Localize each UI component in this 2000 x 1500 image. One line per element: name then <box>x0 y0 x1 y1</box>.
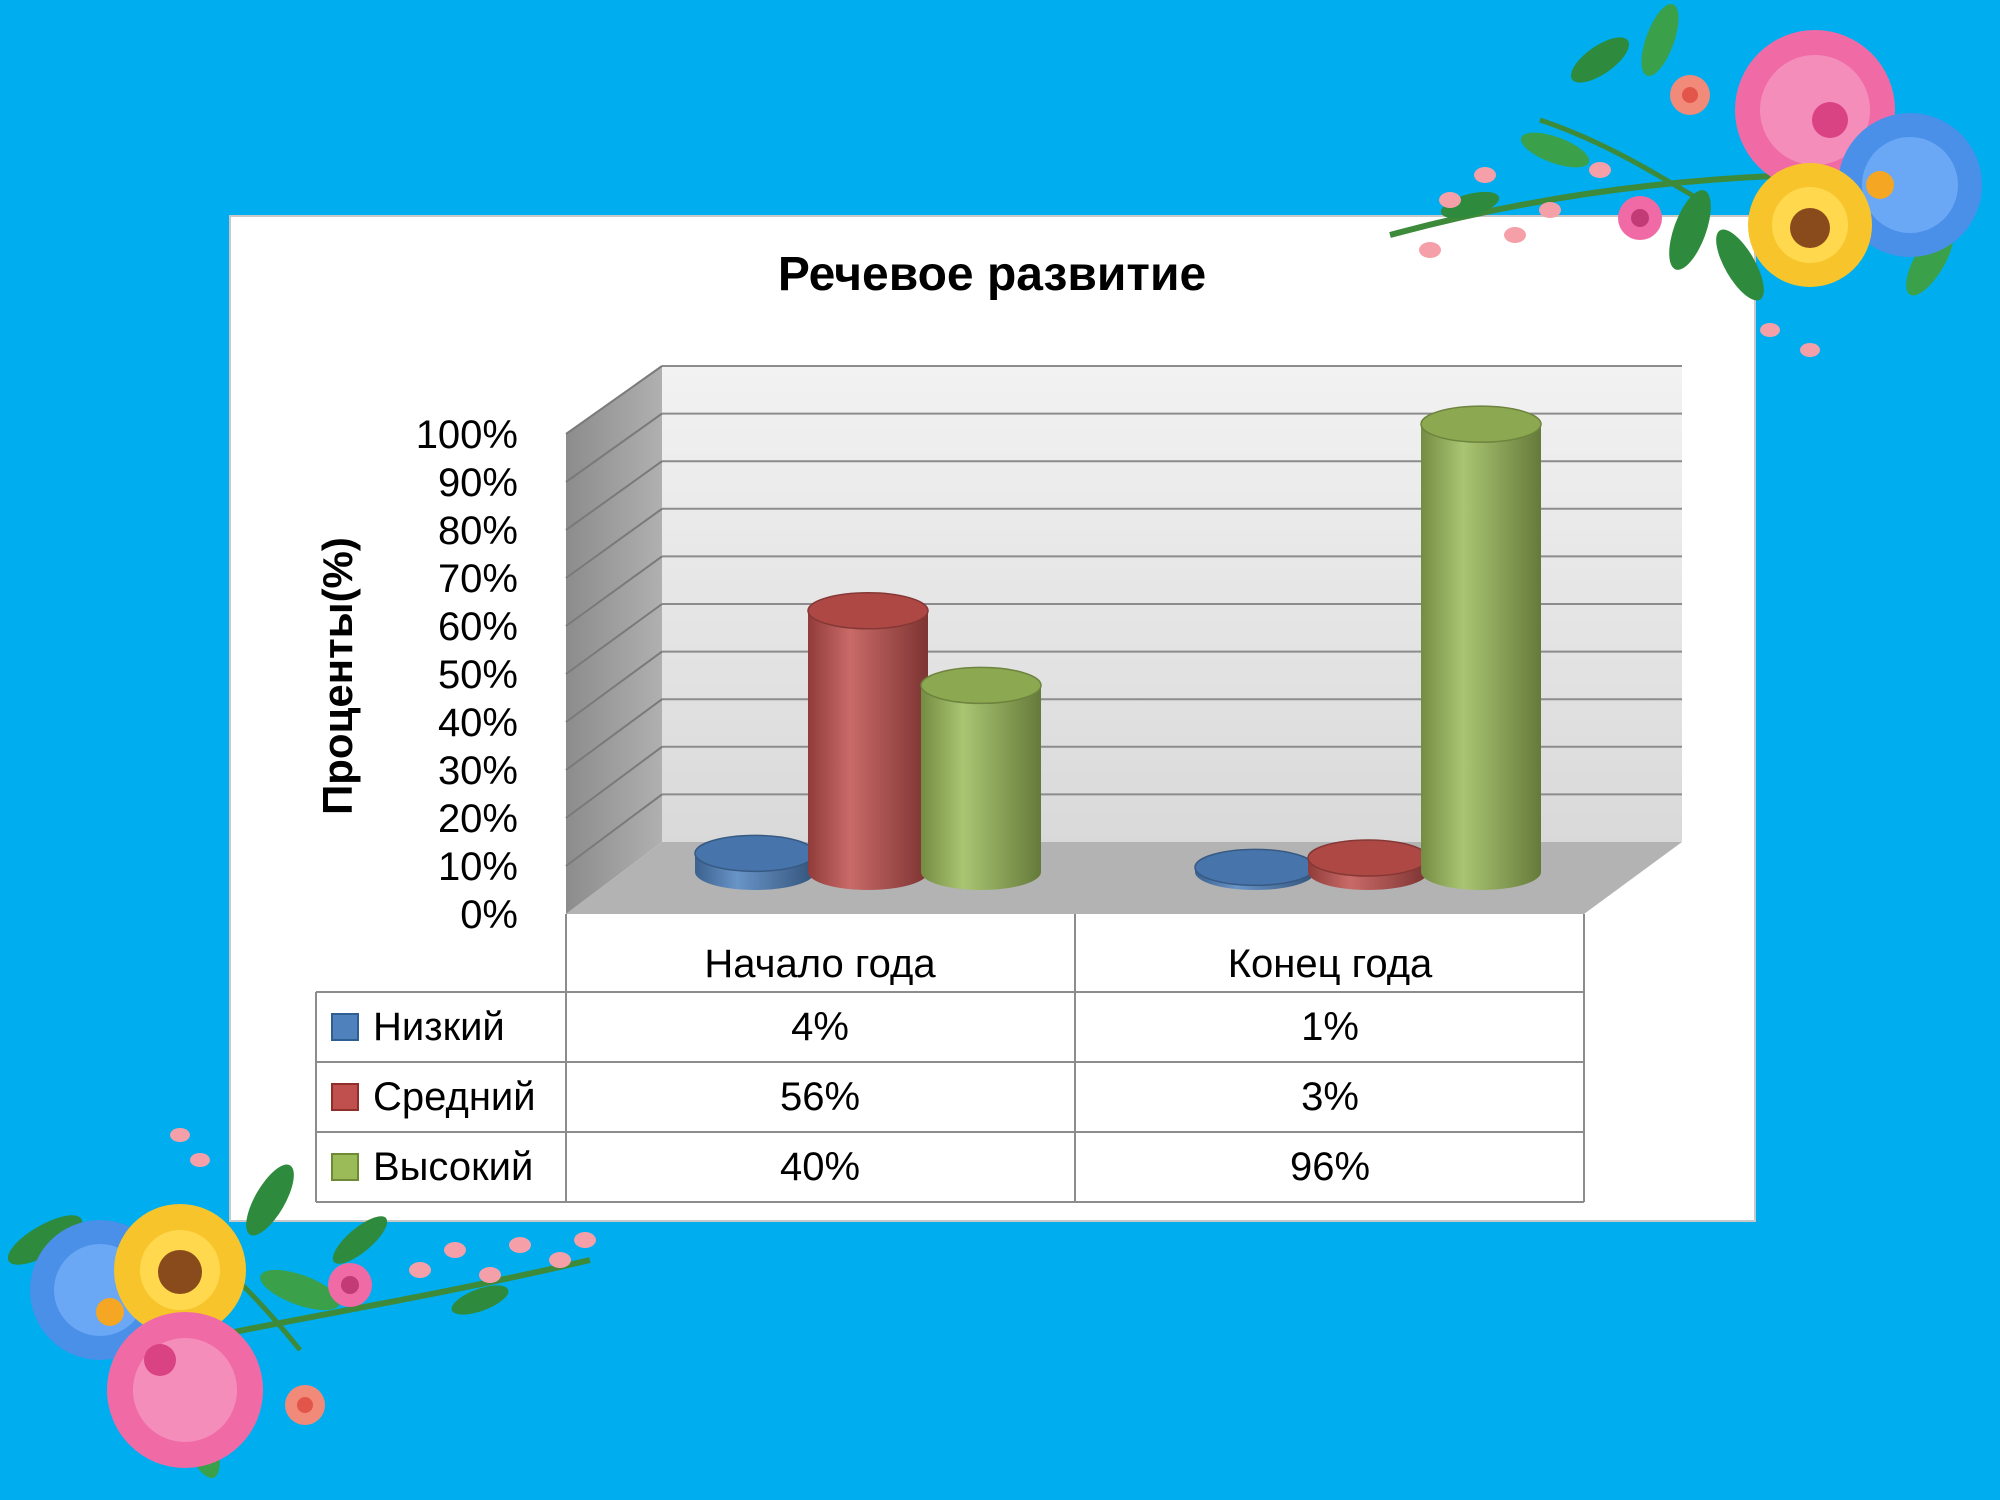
bar-medium-end <box>1307 839 1429 890</box>
bar-top <box>1194 848 1316 887</box>
y-tick-label: 40% <box>438 701 518 745</box>
category-label: Конец года <box>1228 942 1433 986</box>
y-tick-label: 50% <box>438 653 518 697</box>
legend-swatch-high <box>331 1153 359 1181</box>
gridline-side <box>565 650 663 723</box>
y-tick-label: 70% <box>438 557 518 601</box>
bar-top <box>920 666 1042 705</box>
bar-medium-start <box>807 592 929 890</box>
category-label: Начало года <box>704 942 936 986</box>
gridline-side <box>565 698 663 771</box>
gridline-side <box>565 745 663 819</box>
gridline-side <box>565 365 663 435</box>
chart-title: Речевое развитие <box>778 248 1206 301</box>
table-cell: 3% <box>1301 1075 1359 1119</box>
gridline-side <box>565 460 663 531</box>
bar-top <box>1307 839 1429 877</box>
y-axis-label: Проценты(%) <box>314 537 361 815</box>
table-cell: 40% <box>780 1145 860 1189</box>
bar-low-end <box>1194 848 1316 890</box>
table-cell: 96% <box>1290 1145 1370 1189</box>
bars <box>694 405 1542 890</box>
bar-low-start <box>694 834 816 890</box>
legend-swatch-low <box>331 1013 359 1041</box>
y-tick-label: 0% <box>460 893 518 937</box>
table-cell: 56% <box>780 1075 860 1119</box>
gridline-side <box>565 555 663 627</box>
y-tick-labels: 0%10%20%30%40%50%60%70%80%90%100% <box>416 413 518 937</box>
y-tick-label: 60% <box>438 605 518 649</box>
bar-top <box>1420 405 1542 443</box>
bar-body <box>808 610 928 890</box>
bar-top <box>807 592 929 630</box>
legend-label: Низкий <box>373 1005 505 1049</box>
bar-top <box>694 834 816 873</box>
gridline-side <box>565 507 663 579</box>
data-table: Начало года Конец года Низкий 4% 1% Сред… <box>315 914 1585 1203</box>
bar-body <box>1421 424 1541 890</box>
y-tick-label: 80% <box>438 509 518 553</box>
legend-label: Высокий <box>373 1145 533 1189</box>
y-tick-label: 90% <box>438 461 518 505</box>
bar-body <box>921 685 1041 890</box>
y-tick-label: 100% <box>416 413 518 457</box>
y-tick-label: 30% <box>438 749 518 793</box>
legend-label: Средний <box>373 1075 536 1119</box>
table-cell: 4% <box>791 1005 849 1049</box>
y-tick-label: 20% <box>438 797 518 841</box>
gridline-side <box>565 603 663 675</box>
y-tick-label: 10% <box>438 845 518 889</box>
bar-high-end <box>1420 405 1542 890</box>
gridline-side <box>565 793 663 867</box>
gridline-side <box>565 412 663 483</box>
bar-high-start <box>920 666 1042 890</box>
table-cell: 1% <box>1301 1005 1359 1049</box>
legend-swatch-medium <box>331 1083 359 1111</box>
